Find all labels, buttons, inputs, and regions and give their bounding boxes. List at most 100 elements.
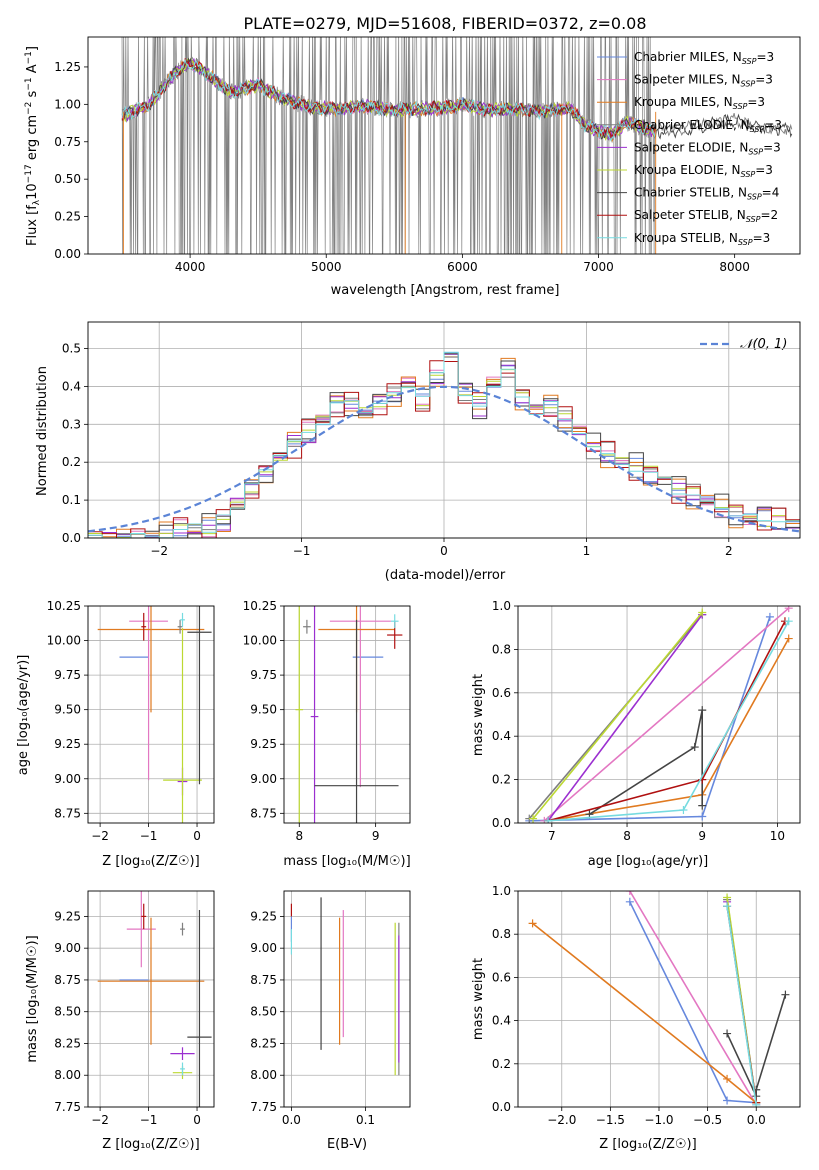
age_vs_z-ytick-label: 9.00 xyxy=(54,772,81,786)
weight_vs_age-ytick-label: 0.8 xyxy=(492,642,511,656)
mass_vs_z-xtick-label: −1 xyxy=(140,1113,158,1127)
weight_vs_age-marker xyxy=(784,617,793,626)
mass_vs_z-xtick-label: 0 xyxy=(193,1113,201,1127)
spectrum-xtick-label: 4000 xyxy=(175,260,206,274)
mass_vs_ebv-frame xyxy=(283,890,411,1108)
weight_vs_age-plot-area xyxy=(525,606,793,823)
age_vs_mass-ytick-label: 9.00 xyxy=(250,772,277,786)
mass_vs_z-frame xyxy=(87,890,215,1108)
mass_vs_z-plot-area xyxy=(97,891,212,1107)
legend-label-sub: SSP xyxy=(742,57,757,66)
mass_vs_z-ytick-label: 9.25 xyxy=(54,909,81,923)
residuals-xtick-label: 1 xyxy=(583,544,591,558)
weight_vs_z-line-salpeter_miles xyxy=(629,891,757,1106)
weight_vs_z-ytick-label: 0.4 xyxy=(492,1014,511,1028)
mass_vs_z-ytick-label: 7.75 xyxy=(54,1100,81,1114)
wz-xlabel: Z [log₁₀(Z/Z☉)] xyxy=(599,1137,696,1152)
weight_vs_age-marker xyxy=(784,634,793,643)
legend-label: Salpeter MILES, NSSP=3 xyxy=(634,73,773,89)
weight_vs_z-line-kroupa_miles xyxy=(532,922,757,1104)
age_vs_z-xtick-label: −1 xyxy=(140,829,158,843)
legend-label-sub: SSP xyxy=(741,170,756,179)
legend-label-sub: SSP xyxy=(733,102,748,111)
age_vs_mass-axes: 8 9 8.75 9.00 9.25 9.50 9.75 10.00 10.25 xyxy=(243,599,411,843)
mass_vs_ebv-plot-area xyxy=(290,897,400,1076)
weight_vs_z-ytick-label: 0.8 xyxy=(492,927,511,941)
mass_vs_ebv-ytick-label: 8.50 xyxy=(250,1005,277,1019)
weight_vs_z-marker xyxy=(723,1074,732,1083)
weight_vs_age-marker xyxy=(679,805,688,814)
spectrum-xtick-label: 7000 xyxy=(583,260,614,274)
legend-label: Kroupa STELIB, NSSP=3 xyxy=(634,231,770,247)
age_vs_mass-plot-area xyxy=(295,606,403,823)
mass_vs_ebv-ytick-label: 9.25 xyxy=(250,909,277,923)
weight_vs_z-marker xyxy=(723,1096,732,1105)
legend-label-rest: =3 xyxy=(763,140,781,154)
residuals-hist-kroupa_stelib xyxy=(88,351,800,538)
age_vs_z-plot-area xyxy=(97,606,212,823)
weight_vs_age-ytick-label: 0.6 xyxy=(492,686,511,700)
weight_vs_z-ytick-label: 0.2 xyxy=(492,1057,511,1071)
weight_vs_age-ytick-label: 0.2 xyxy=(492,773,511,787)
weight_vs_age-frame xyxy=(517,605,801,824)
weight_vs_z-xtick-label: 0.0 xyxy=(747,1113,766,1127)
weight_vs_age-marker xyxy=(529,814,538,823)
mass_vs_z-ytick-label: 8.75 xyxy=(54,973,81,987)
weight_vs_z-marker xyxy=(781,990,790,999)
legend-label-sub: SSP xyxy=(750,125,765,134)
legend-label: Kroupa ELODIE, NSSP=3 xyxy=(634,163,773,179)
spectrum-axes: 4000 5000 6000 7000 8000 0.00 0.25 0.50 0.75 1.00… xyxy=(54,36,801,274)
spectrum-model-line xyxy=(121,58,657,142)
spectrum-xtick-label: 5000 xyxy=(311,260,342,274)
mass_vs_z-ytick-label: 8.50 xyxy=(54,1005,81,1019)
weight_vs_age-xtick-label: 10 xyxy=(770,829,785,843)
wage-xlabel: age [log₁₀(age/yr)] xyxy=(588,854,709,869)
age_vs_z-frame xyxy=(87,605,215,824)
age_vs_z-ytick-label: 8.75 xyxy=(54,806,81,820)
weight_vs_age-marker xyxy=(698,608,707,617)
legend-label: Kroupa MILES, NSSP=3 xyxy=(634,95,765,111)
weight_vs_age-marker xyxy=(698,801,707,810)
weight_vs_z-ytick-label: 1.0 xyxy=(492,884,511,898)
weight_vs_z-plot-area xyxy=(528,891,790,1107)
mass_vs_ebv-ytick-label: 8.25 xyxy=(250,1036,277,1050)
weight_vs_age-marker xyxy=(698,706,707,715)
mass_vs_ebv-xtick-label: 0.0 xyxy=(282,1113,301,1127)
residuals-xtick-label: 0 xyxy=(440,544,448,558)
residuals-ytick-label: 0.2 xyxy=(62,455,81,469)
residuals-xlabel: (data-model)/error xyxy=(385,568,506,583)
weight_vs_age-ytick-label: 1.0 xyxy=(492,599,511,613)
age_vs_mass-ytick-label: 10.25 xyxy=(243,599,277,613)
spectrum-xtick-label: 6000 xyxy=(447,260,478,274)
age_vs_mass-ytick-label: 9.50 xyxy=(250,703,277,717)
age_vs_z-ytick-label: 10.00 xyxy=(47,634,81,648)
weight_vs_z-ytick-label: 0.0 xyxy=(492,1100,511,1114)
spectrum-title: PLATE=0279, MJD=51608, FIBERID=0372, z=0… xyxy=(243,14,646,33)
legend-label: Salpeter ELODIE, NSSP=3 xyxy=(634,140,781,156)
weight_vs_age-ytick-label: 0.4 xyxy=(492,729,511,743)
agemass-xlabel: mass [log₁₀(M/M☉)] xyxy=(283,854,410,869)
weight_vs_age-line-kroupa_stelib xyxy=(548,620,790,822)
age_vs_z-xtick-label: 0 xyxy=(193,829,201,843)
mass_vs_ebv-ytick-label: 8.75 xyxy=(250,973,277,987)
legend-label: Salpeter STELIB, NSSP=2 xyxy=(634,208,778,224)
residuals-plot-area xyxy=(88,351,800,538)
mass_vs_z-xtick-label: −2 xyxy=(91,1113,109,1127)
mass_vs_ebv-ytick-label: 8.00 xyxy=(250,1068,277,1082)
wage-ylabel: mass weight xyxy=(471,674,486,756)
spectrum-ytick-label: 0.00 xyxy=(54,247,81,261)
mass_vs_ebv-ytick-label: 7.75 xyxy=(250,1100,277,1114)
residuals-xtick-label: 2 xyxy=(725,544,733,558)
residuals-ylabel: Normed distribution xyxy=(35,366,50,496)
residuals-xtick-label: −1 xyxy=(293,544,311,558)
age_vs_mass-xtick-label: 8 xyxy=(295,829,303,843)
age_vs_mass-ytick-label: 9.75 xyxy=(250,668,277,682)
weight_vs_age-xtick-label: 8 xyxy=(623,829,631,843)
weight_vs_age-line-chabrier_stelib xyxy=(588,710,703,815)
spectrum-frame xyxy=(87,36,801,255)
weight_vs_age-xtick-label: 7 xyxy=(548,829,556,843)
legend-label-rest: =3 xyxy=(755,73,773,87)
weight_vs_z-marker xyxy=(723,893,732,902)
legend-label-rest: =3 xyxy=(764,118,782,132)
